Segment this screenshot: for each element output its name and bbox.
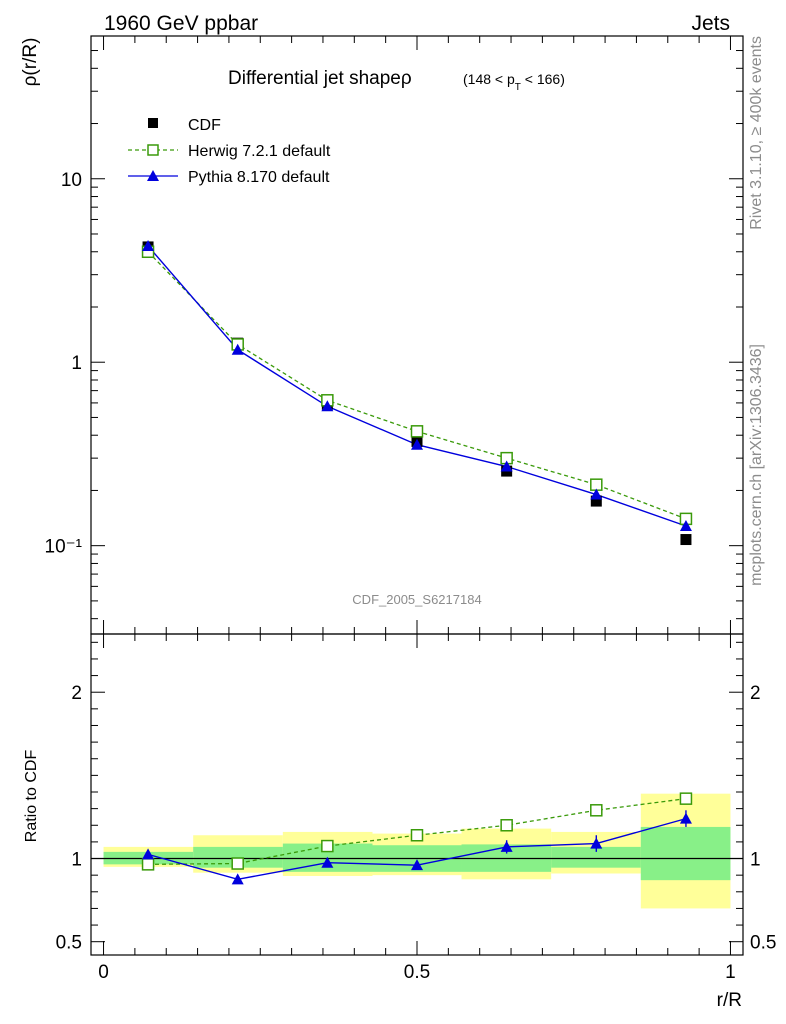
- x-tick-label: 0: [98, 962, 109, 983]
- pythia-point: [679, 520, 692, 532]
- herwig-ratio-point: [500, 819, 513, 832]
- pythia-ratio-point: [142, 848, 155, 860]
- pythia-line: [147, 245, 687, 527]
- y-tick-label-main: 1: [71, 353, 82, 374]
- y-tick-label-main: 10⁻¹: [45, 537, 83, 558]
- herwig-ratio-point: [679, 792, 693, 805]
- mcplots-label: mcplots.cern.ch [arXiv:1306.3436]: [748, 344, 765, 586]
- plot-title: Differential jet shapeρ: [228, 68, 412, 89]
- ratio-plot-panel: Ratio to CDF r/R 0.5 0.5 1 1 2 2 0 0.5 1: [23, 633, 776, 1011]
- pythia-point: [590, 488, 603, 500]
- cdf-point: [590, 495, 602, 507]
- herwig-point: [410, 425, 424, 438]
- legend-label-pythia: Pythia 8.170 default: [188, 169, 330, 186]
- herwig-ratio-point: [141, 858, 155, 871]
- plot-title-cut: (148 < pT < 166): [463, 71, 565, 93]
- y-tick-label-ratio: 1: [71, 850, 82, 871]
- header-left: 1960 GeV ppbar: [104, 12, 258, 35]
- legend: CDF Herwig 7.2.1 default Pythia 8.170 de…: [128, 117, 331, 186]
- herwig-ratio-point: [321, 839, 334, 853]
- ratio-band-inner: [640, 826, 731, 881]
- pythia-ratio-point: [231, 873, 244, 885]
- herwig-line: [147, 251, 687, 520]
- legend-label-herwig: Herwig 7.2.1 default: [188, 143, 331, 160]
- header-right: Jets: [691, 12, 730, 35]
- ratio-band-inner: [551, 846, 641, 868]
- legend-marker-pythia: [147, 170, 159, 181]
- y-tick-label-ratio: 2: [71, 683, 82, 704]
- legend-marker-herwig: [147, 144, 159, 156]
- y-tick-label-main: 10: [61, 170, 82, 191]
- y-tick-label-ratio-right: 2: [750, 683, 761, 704]
- pythia-ratio-point: [500, 840, 513, 852]
- pythia-point: [231, 343, 244, 355]
- y-tick-label-ratio: 0.5: [56, 933, 82, 954]
- pythia-point: [142, 239, 155, 251]
- analysis-watermark: CDF_2005_S6217184: [352, 592, 481, 607]
- pythia-ratio-point: [590, 837, 603, 849]
- y-axis-label-ratio: Ratio to CDF: [23, 750, 40, 843]
- herwig-ratio-point: [231, 857, 244, 870]
- pythia-point: [411, 438, 423, 450]
- x-axis-label: r/R: [717, 990, 742, 1011]
- main-plot-panel: ρ(r/R) Differential jet shapeρ (148 < pT…: [20, 35, 744, 635]
- pythia-ratio-point: [679, 812, 692, 824]
- legend-marker-cdf: [148, 118, 158, 128]
- y-axis-label-main: ρ(r/R): [20, 38, 41, 87]
- herwig-ratio-point: [590, 804, 603, 817]
- legend-label-cdf: CDF: [188, 117, 221, 134]
- herwig-ratio-point: [410, 828, 424, 842]
- pythia-ratio-point: [411, 859, 423, 871]
- pythia-point: [500, 460, 513, 472]
- y-tick-label-ratio-right: 0.5: [750, 933, 776, 954]
- pythia-point: [321, 400, 334, 412]
- rivet-label: Rivet 3.1.10, ≥ 400k events: [748, 36, 765, 230]
- pythia-ratio-point: [321, 856, 334, 868]
- y-tick-label-ratio-right: 1: [750, 850, 761, 871]
- x-tick-label: 1: [725, 962, 736, 983]
- cdf-point: [680, 534, 692, 546]
- x-tick-label: 0.5: [404, 962, 430, 983]
